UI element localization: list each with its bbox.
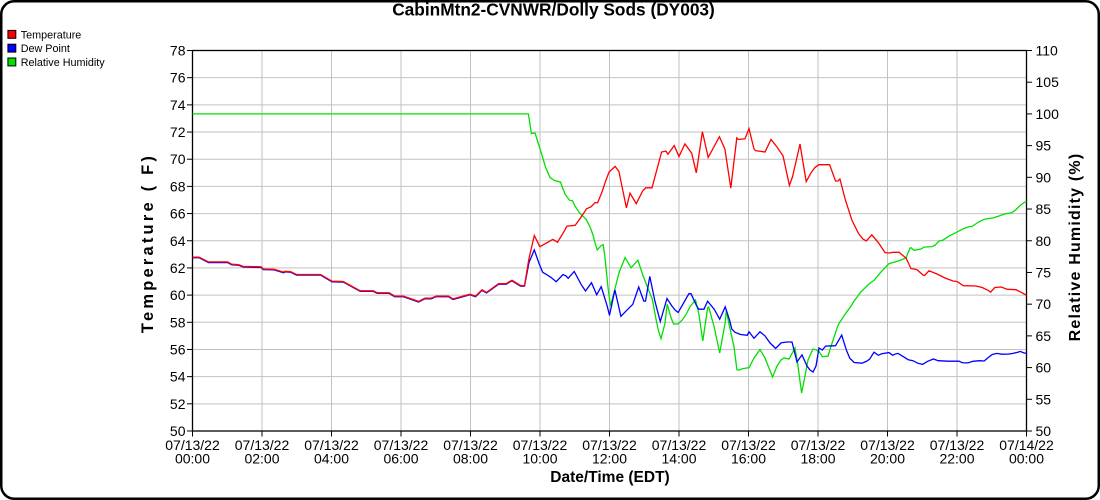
svg-text:78: 78 <box>170 43 186 59</box>
svg-text:07/13/22: 07/13/22 <box>374 437 429 453</box>
svg-text:60: 60 <box>1036 360 1052 376</box>
svg-text:Relative Humidity: Relative Humidity <box>21 57 106 69</box>
svg-text:70: 70 <box>1036 296 1052 312</box>
svg-text:95: 95 <box>1036 138 1052 154</box>
svg-text:70: 70 <box>170 151 186 167</box>
svg-text:22:00: 22:00 <box>939 451 974 467</box>
svg-text:07/13/22: 07/13/22 <box>165 437 220 453</box>
svg-text:08:00: 08:00 <box>453 451 488 467</box>
svg-text:07/13/22: 07/13/22 <box>652 437 707 453</box>
svg-text:07/13/22: 07/13/22 <box>791 437 846 453</box>
svg-text:66: 66 <box>170 206 186 222</box>
svg-text:52: 52 <box>170 396 186 412</box>
svg-text:Temperature: Temperature <box>21 29 82 41</box>
svg-text:105: 105 <box>1036 74 1060 90</box>
svg-text:54: 54 <box>170 369 186 385</box>
svg-text:50: 50 <box>1036 423 1052 439</box>
svg-text:72: 72 <box>170 124 186 140</box>
svg-text:80: 80 <box>1036 233 1052 249</box>
svg-text:76: 76 <box>170 70 186 86</box>
svg-text:07/13/22: 07/13/22 <box>443 437 498 453</box>
svg-text:110: 110 <box>1036 43 1059 59</box>
svg-text:18:00: 18:00 <box>800 451 835 467</box>
svg-text:12:00: 12:00 <box>592 451 627 467</box>
svg-text:60: 60 <box>170 287 186 303</box>
svg-text:CabinMtn2-CVNWR/Dolly Sods (DY: CabinMtn2-CVNWR/Dolly Sods (DY003) <box>392 0 715 19</box>
svg-text:Dew Point: Dew Point <box>21 43 70 55</box>
svg-text:58: 58 <box>170 314 186 330</box>
svg-text:68: 68 <box>170 178 186 194</box>
svg-text:85: 85 <box>1036 201 1052 217</box>
svg-text:04:00: 04:00 <box>314 451 349 467</box>
svg-text:56: 56 <box>170 342 186 358</box>
svg-text:07/13/22: 07/13/22 <box>721 437 776 453</box>
svg-text:14:00: 14:00 <box>661 451 696 467</box>
svg-text:20:00: 20:00 <box>870 451 905 467</box>
svg-text:00:00: 00:00 <box>1009 451 1044 467</box>
svg-text:10:00: 10:00 <box>522 451 557 467</box>
svg-text:65: 65 <box>1036 328 1052 344</box>
svg-text:02:00: 02:00 <box>244 451 279 467</box>
svg-text:07/13/22: 07/13/22 <box>582 437 637 453</box>
svg-text:16:00: 16:00 <box>731 451 766 467</box>
svg-text:Date/Time (EDT): Date/Time (EDT) <box>550 469 669 486</box>
svg-text:07/13/22: 07/13/22 <box>860 437 915 453</box>
svg-text:07/13/22: 07/13/22 <box>235 437 290 453</box>
svg-text:55: 55 <box>1036 391 1052 407</box>
svg-text:Relative Humidity (%): Relative Humidity (%) <box>1067 153 1084 342</box>
svg-text:62: 62 <box>170 260 186 276</box>
svg-text:07/13/22: 07/13/22 <box>513 437 568 453</box>
svg-text:07/14/22: 07/14/22 <box>999 437 1054 453</box>
svg-text:06:00: 06:00 <box>383 451 418 467</box>
svg-text:74: 74 <box>170 97 186 113</box>
svg-text:100: 100 <box>1036 106 1060 122</box>
svg-text:50: 50 <box>170 423 186 439</box>
svg-text:64: 64 <box>170 233 186 249</box>
svg-text:07/13/22: 07/13/22 <box>930 437 985 453</box>
svg-text:00:00: 00:00 <box>175 451 210 467</box>
svg-text:90: 90 <box>1036 169 1052 185</box>
svg-text:75: 75 <box>1036 265 1052 281</box>
svg-text:Temperature ( F): Temperature ( F) <box>139 153 157 333</box>
svg-text:07/13/22: 07/13/22 <box>304 437 359 453</box>
